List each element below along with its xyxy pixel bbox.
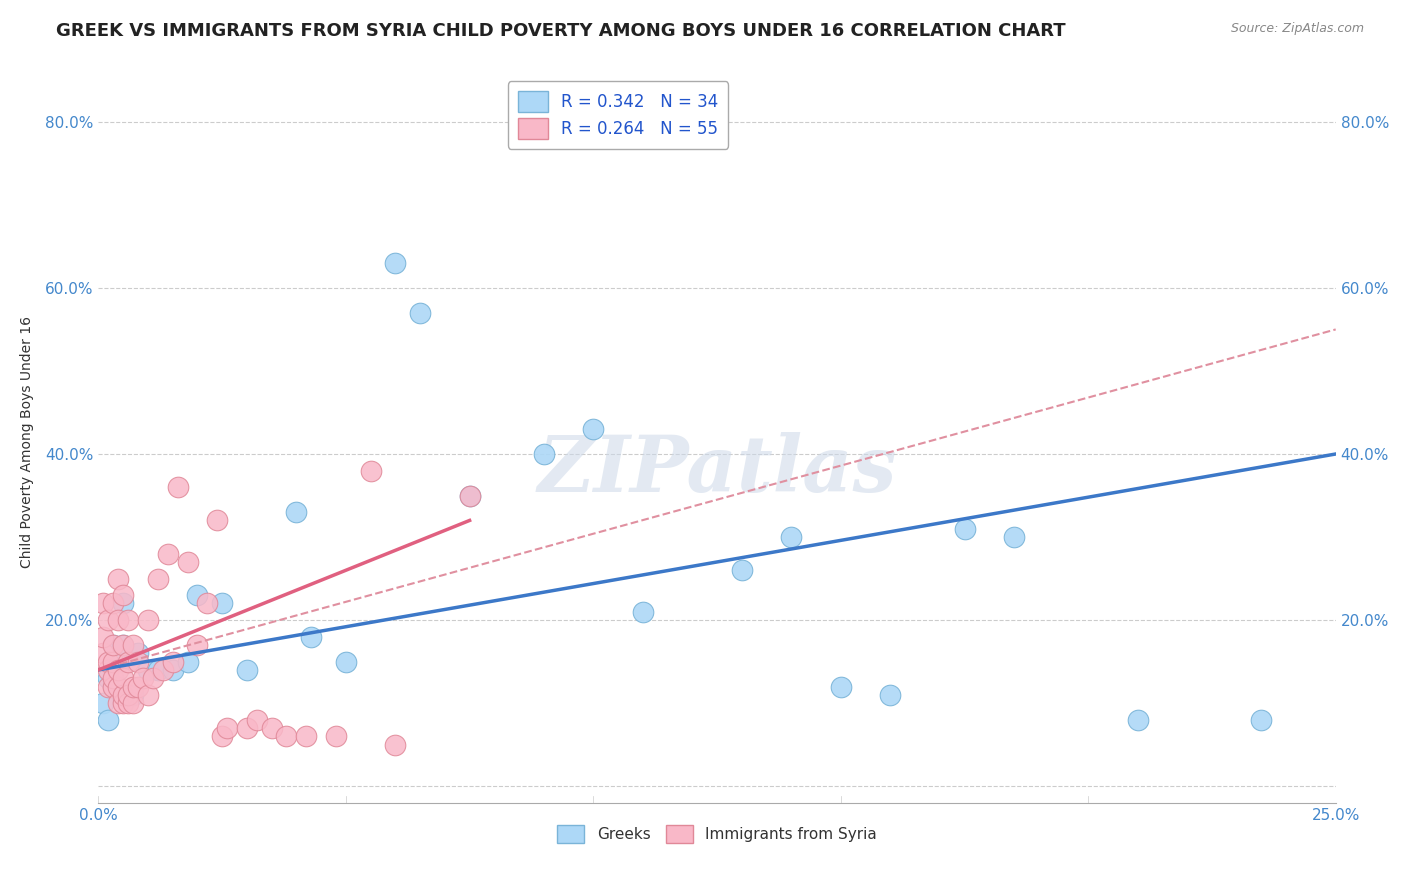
Point — [107, 696, 129, 710]
Point — [1126, 713, 1149, 727]
Point — [285, 505, 308, 519]
Point — [335, 655, 357, 669]
Legend: Greeks, Immigrants from Syria: Greeks, Immigrants from Syria — [551, 819, 883, 849]
Point — [325, 730, 347, 744]
Point — [236, 663, 259, 677]
Point — [127, 680, 149, 694]
Point — [631, 605, 654, 619]
Point — [186, 588, 208, 602]
Point — [132, 671, 155, 685]
Point — [103, 597, 125, 611]
Point — [360, 464, 382, 478]
Point — [146, 663, 169, 677]
Point — [117, 696, 139, 710]
Point — [299, 630, 322, 644]
Point — [112, 597, 135, 611]
Point — [211, 597, 233, 611]
Point — [156, 547, 179, 561]
Point — [295, 730, 318, 744]
Point — [122, 680, 145, 694]
Point — [107, 663, 129, 677]
Point — [731, 563, 754, 577]
Point — [103, 655, 125, 669]
Point — [103, 638, 125, 652]
Point — [205, 513, 228, 527]
Point — [533, 447, 555, 461]
Point — [384, 738, 406, 752]
Point — [176, 555, 198, 569]
Point — [107, 572, 129, 586]
Point — [195, 597, 218, 611]
Text: GREEK VS IMMIGRANTS FROM SYRIA CHILD POVERTY AMONG BOYS UNDER 16 CORRELATION CHA: GREEK VS IMMIGRANTS FROM SYRIA CHILD POV… — [56, 22, 1066, 40]
Point — [107, 680, 129, 694]
Point — [236, 721, 259, 735]
Point — [176, 655, 198, 669]
Point — [97, 663, 120, 677]
Text: ZIPatlas: ZIPatlas — [537, 433, 897, 508]
Point — [112, 638, 135, 652]
Point — [122, 688, 145, 702]
Point — [136, 688, 159, 702]
Point — [458, 489, 481, 503]
Point — [127, 646, 149, 660]
Point — [93, 696, 115, 710]
Point — [879, 688, 901, 702]
Point — [953, 522, 976, 536]
Point — [127, 655, 149, 669]
Point — [166, 480, 188, 494]
Point — [103, 680, 125, 694]
Point — [97, 713, 120, 727]
Point — [146, 572, 169, 586]
Point — [103, 671, 125, 685]
Text: Source: ZipAtlas.com: Source: ZipAtlas.com — [1230, 22, 1364, 36]
Point — [112, 671, 135, 685]
Point — [103, 680, 125, 694]
Point — [117, 688, 139, 702]
Point — [112, 688, 135, 702]
Point — [217, 721, 239, 735]
Point — [117, 655, 139, 669]
Point — [260, 721, 283, 735]
Point — [97, 671, 120, 685]
Point — [830, 680, 852, 694]
Point — [211, 730, 233, 744]
Point — [122, 696, 145, 710]
Point — [582, 422, 605, 436]
Point — [122, 638, 145, 652]
Point — [162, 655, 184, 669]
Point — [93, 597, 115, 611]
Point — [103, 638, 125, 652]
Point — [112, 638, 135, 652]
Point — [276, 730, 298, 744]
Point — [136, 613, 159, 627]
Point — [112, 588, 135, 602]
Point — [780, 530, 803, 544]
Point — [97, 655, 120, 669]
Point — [1250, 713, 1272, 727]
Point — [142, 671, 165, 685]
Point — [1002, 530, 1025, 544]
Point — [117, 613, 139, 627]
Point — [384, 256, 406, 270]
Point — [162, 663, 184, 677]
Point — [409, 306, 432, 320]
Point — [246, 713, 269, 727]
Point — [152, 663, 174, 677]
Point — [186, 638, 208, 652]
Point — [93, 630, 115, 644]
Point — [97, 680, 120, 694]
Point — [136, 663, 159, 677]
Y-axis label: Child Poverty Among Boys Under 16: Child Poverty Among Boys Under 16 — [20, 316, 34, 567]
Point — [107, 655, 129, 669]
Point — [97, 613, 120, 627]
Point — [458, 489, 481, 503]
Point — [112, 696, 135, 710]
Point — [93, 646, 115, 660]
Point — [107, 613, 129, 627]
